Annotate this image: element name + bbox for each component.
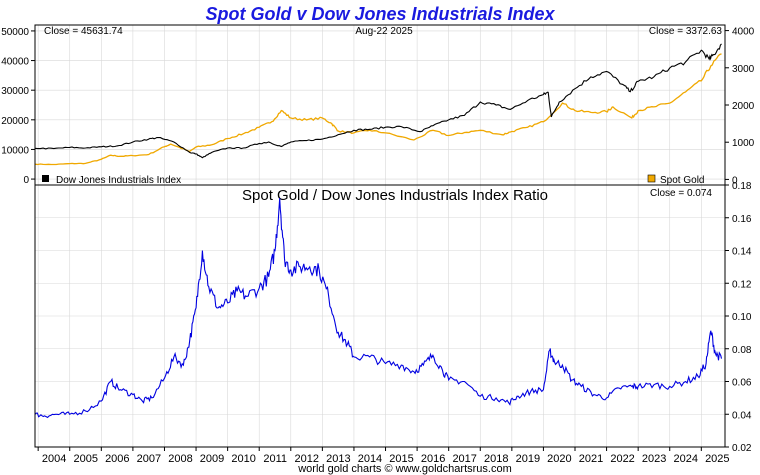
y-right-tick-label: 0.12	[732, 279, 752, 290]
x-tick-label: 2024	[673, 453, 697, 465]
x-tick-label: 2019	[516, 453, 540, 465]
axis-layer: 2004 2005 2006 2007 2008 2009 2010 2011 2012 2013…	[1, 24, 755, 465]
x-tick-label: 2010	[231, 453, 255, 465]
x-tick-label: 2005	[73, 453, 97, 465]
y-right-tick-label: 0	[732, 175, 738, 186]
y-right-tick-label: 0.04	[732, 410, 752, 421]
legend-gold-swatch	[647, 174, 656, 183]
x-tick-label: 2025	[705, 453, 729, 465]
bottom-panel: Spot Gold / Dow Jones Industrials Index …	[242, 187, 712, 204]
page-title: Spot Gold v Dow Jones Industrials Index	[205, 4, 555, 24]
y-right-tick-label: 0.18	[732, 181, 752, 192]
x-tick-label: 2015	[389, 453, 413, 465]
x-tick-label: 2004	[42, 453, 66, 465]
x-tick-label: 2018	[484, 453, 508, 465]
y-left-tick-label: 30000	[1, 86, 29, 97]
x-tick-label: 2021	[579, 453, 603, 465]
x-tick-label: 2016	[421, 453, 445, 465]
x-tick-label: 2020	[547, 453, 571, 465]
top-panel: Close = 45631.74 Aug-22 2025 Close = 337…	[42, 26, 722, 186]
y-left-tick-label: 0	[23, 175, 29, 186]
y-left-tick-label: 20000	[1, 116, 29, 127]
series-line-dow-jones	[34, 43, 722, 159]
y-left-tick-label: 40000	[1, 57, 29, 68]
plot-frame	[34, 24, 726, 448]
x-tick-label: 2022	[610, 453, 634, 465]
top-header-right: Close = 3372.63	[649, 26, 723, 37]
x-tick-label: 2006	[105, 453, 129, 465]
y-right-tick-label: 0.16	[732, 214, 752, 225]
top-header-left: Close = 45631.74	[44, 26, 123, 37]
y-left-tick-label: 10000	[1, 145, 29, 156]
x-tick-label: 2023	[642, 453, 666, 465]
ratio-chart-title: Spot Gold / Dow Jones Industrials Index …	[242, 187, 548, 204]
y-right-tick-label: 2000	[732, 101, 755, 112]
y-right-tick-label: 0.10	[732, 312, 752, 323]
footer-credit: world gold charts © www.goldchartsrus.co…	[297, 463, 512, 475]
legend-dow-swatch	[42, 175, 49, 182]
series-layer	[34, 43, 723, 419]
legend-gold-label: Spot Gold	[660, 175, 704, 186]
x-tick-label: 2017	[452, 453, 476, 465]
series-line-spot-gold	[34, 53, 722, 166]
x-tick-label: 2009	[200, 453, 224, 465]
x-tick-label: 2014	[358, 453, 382, 465]
y-right-tick-label: 0.08	[732, 345, 752, 356]
legend-dow-label: Dow Jones Industrials Index	[56, 175, 181, 186]
y-left-tick-label: 50000	[1, 27, 29, 38]
x-tick-label: 2011	[263, 453, 287, 465]
y-right-tick-label: 3000	[732, 64, 755, 75]
x-tick-label: 2012	[295, 453, 319, 465]
x-tick-label: 2007	[137, 453, 161, 465]
y-right-tick-label: 4000	[732, 27, 755, 38]
x-tick-label: 2013	[326, 453, 350, 465]
bottom-panel-grid	[35, 185, 725, 447]
y-right-tick-label: 0.14	[732, 247, 752, 258]
ratio-header-right: Close = 0.074	[650, 188, 712, 199]
top-header-center: Aug-22 2025	[355, 26, 413, 37]
y-right-tick-label: 0.02	[732, 443, 752, 454]
y-right-tick-label: 0.06	[732, 378, 752, 389]
top-panel-grid	[35, 25, 725, 185]
x-tick-label: 2008	[168, 453, 192, 465]
y-right-tick-label: 1000	[732, 138, 755, 149]
series-line-ratio	[34, 198, 723, 419]
